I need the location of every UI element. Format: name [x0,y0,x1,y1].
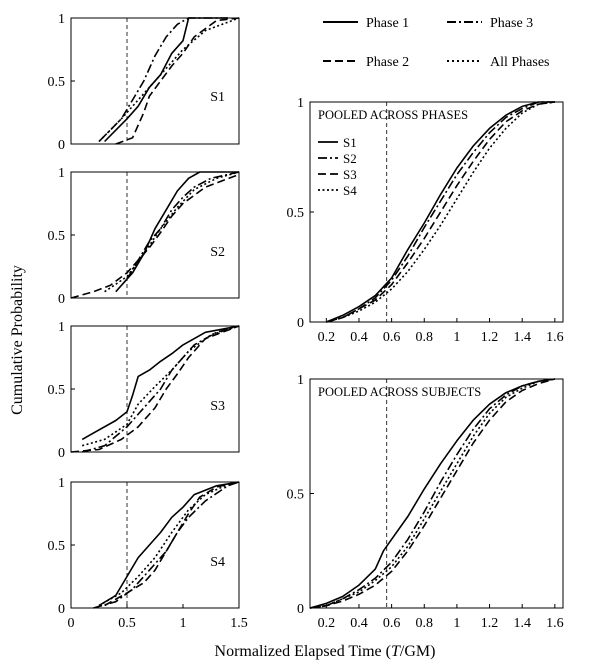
x-tick-label: 0.4 [350,330,368,345]
y-tick-label: 0.5 [287,488,305,503]
panel-frame [70,481,240,609]
panel-S1: 0 0.5 1 S1 [48,12,240,153]
legend-phase2-label: Phase 2 [366,55,409,70]
x-tick-label: 1 [453,330,460,345]
y-tick-label: 0 [58,602,65,617]
legend-phase3-label: Phase 3 [490,16,533,31]
x-tick-label: 1 [453,616,460,631]
inset-legend-label: S1 [343,135,357,150]
y-tick-label: 1 [58,166,65,181]
y-tick-label: 0.5 [48,539,66,554]
panel-S4: 0 0.5 1 0 0.5 1 1.5 S4 [48,476,248,631]
panel-S3: 0 0.5 1 S3 [48,320,240,461]
series-line-solid [81,325,240,441]
x-tick-label: 1 [180,616,187,631]
y-tick-label: 1 [58,12,65,27]
panel-title: POOLED ACROSS SUBJECTS [318,385,481,399]
inset-legend-label: S3 [343,167,357,182]
y-tick-label: 0.5 [48,229,66,244]
x-tick-label: 1.6 [546,616,564,631]
y-tick-label: 0 [297,316,304,331]
x-tick-label: 1.2 [481,616,499,631]
series-line-dashdot [93,481,240,609]
panel-label: S4 [210,555,225,570]
series-line-dashdot [326,101,555,323]
x-tick-label: 1.5 [230,616,248,631]
x-tick-label: 0.5 [118,616,136,631]
series-line-dotted [104,171,240,293]
series-line-solid [120,171,239,286]
y-tick-label: 0 [58,138,65,153]
series-line-dotted [309,378,555,609]
x-tick-label: 1.6 [546,330,564,345]
x-axis-title: Normalized Elapsed Time (T/GM) [215,643,436,660]
series-line-solid [325,101,555,323]
x-tick-label: 1.2 [481,330,499,345]
x-axis-title-part-1: Normalized Elapsed Time ( [215,643,391,660]
series-line-dotted [98,481,240,607]
y-tick-label: 1 [58,476,65,491]
x-tick-label: 0.2 [318,330,336,345]
x-tick-label: 0 [68,616,75,631]
y-tick-label: 1 [297,96,304,111]
x-tick-label: 0.4 [350,616,368,631]
panel-frame [309,378,564,609]
x-tick-label: 0.8 [416,616,434,631]
series-line-dashdot [115,171,240,293]
x-axis-title-italic: T [391,643,401,660]
series-line-dashed [326,101,555,323]
inset-legend-label: S4 [343,183,357,198]
panel-label: S1 [210,90,225,105]
legend-allphases-label: All Phases [490,55,550,70]
series-line-dashed [115,17,240,145]
legend-phase1-label: Phase 1 [366,16,409,31]
panel-title: POOLED ACROSS PHASES [318,108,468,122]
x-tick-label: 0.6 [383,616,401,631]
panel-frame [70,325,240,453]
series-line-dotted [326,101,555,323]
series-line-dashed [70,173,240,299]
y-tick-label: 1 [297,373,304,388]
series-line-dotted [81,325,240,447]
series-line-dashdot [309,378,555,609]
x-tick-label: 0.8 [416,330,434,345]
figure-legend: Phase 1 Phase 3 Phase 2 All Phases [323,16,550,70]
x-tick-label: 0.6 [383,330,401,345]
y-tick-label: 0.5 [48,75,66,90]
y-tick-label: 0 [297,602,304,617]
y-tick-label: 0.5 [287,206,305,221]
series-line-dashdot [98,17,228,143]
y-tick-label: 1 [58,320,65,335]
x-axis-title-part-3: /GM) [400,643,436,660]
x-tick-label: 1.4 [513,330,531,345]
inset-legend-label: S2 [343,151,357,166]
y-tick-label: 0.5 [48,383,66,398]
series-line-dashdot [81,325,240,453]
series-line-solid [104,17,228,143]
panel-S2: 0 0.5 1 S2 [48,166,240,307]
panel-label: S3 [210,399,225,414]
y-axis-title: Cumulative Probability [9,265,26,415]
y-tick-label: 0 [58,446,65,461]
x-tick-label: 0.2 [318,616,336,631]
series-line-dashed [309,378,556,609]
x-tick-label: 1.4 [513,616,531,631]
panel-label: S2 [210,245,225,260]
series-line-dashed [104,481,240,607]
y-tick-label: 0 [58,292,65,307]
series-line-solid [309,378,555,609]
series-line-solid [98,481,240,607]
series-line-dashed [70,325,240,453]
panel-pooled-phases: 0 0.5 1 0.2 0.4 0.6 0.8 1 1.2 1.4 1.6 POOLED ACROSS… [287,96,564,345]
panel-pooled-subjects: 0 0.5 1 0.2 0.4 0.6 0.8 1 1.2 1.4 1.6 POOLED ACROSS… [287,373,564,631]
series-line-dotted [98,17,240,143]
